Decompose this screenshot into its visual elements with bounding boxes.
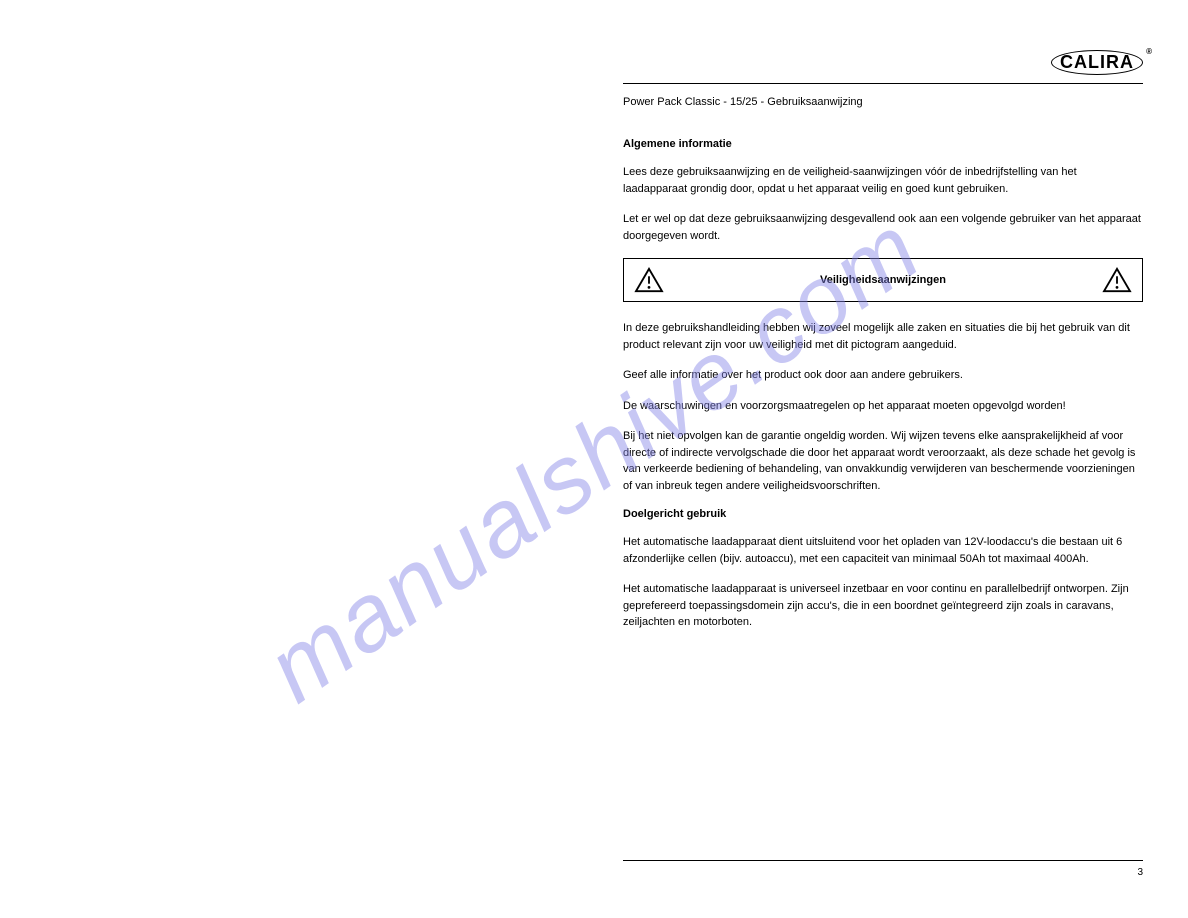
safety-paragraph-2: Geef alle informatie over het product oo… [623,367,1143,384]
safety-box-title: Veiligheidsaanwijzingen [664,274,1102,286]
page-content: CALIRA ® Power Pack Classic - 15/25 - Ge… [623,50,1143,645]
safety-paragraph-4: Bij het niet opvolgen kan de garantie on… [623,428,1143,494]
intro-paragraph-2: Let er wel op dat deze gebruiksaanwijzin… [623,211,1143,244]
footer: 3 [623,860,1143,878]
usage-paragraph-1: Het automatische laadapparaat dient uits… [623,534,1143,567]
section-intro-title: Algemene informatie [623,138,1143,150]
logo-text: CALIRA [1051,50,1143,75]
section-usage-title: Doelgericht gebruik [623,508,1143,520]
warning-icon-left [634,267,664,293]
header-divider [623,83,1143,84]
usage-paragraph-2: Het automatische laadapparaat is univers… [623,581,1143,631]
safety-warning-box: Veiligheidsaanwijzingen [623,258,1143,302]
footer-divider [623,860,1143,861]
registered-mark: ® [1146,47,1153,56]
safety-paragraph-3: De waarschuwingen en voorzorgsmaatregele… [623,398,1143,415]
logo-area: CALIRA ® [623,50,1143,75]
page-number: 3 [623,867,1143,878]
intro-paragraph-1: Lees deze gebruiksaanwijzing en de veili… [623,164,1143,197]
brand-logo: CALIRA ® [1051,50,1143,75]
safety-paragraph-1: In deze gebruikshandleiding hebben wij z… [623,320,1143,353]
warning-icon-right [1102,267,1132,293]
document-title: Power Pack Classic - 15/25 - Gebruiksaan… [623,96,1143,108]
